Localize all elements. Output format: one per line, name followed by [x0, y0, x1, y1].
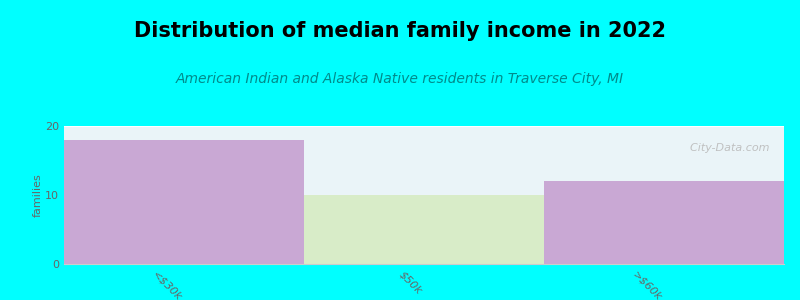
Bar [544, 181, 784, 264]
Bar [304, 195, 544, 264]
Y-axis label: families: families [32, 173, 42, 217]
Text: Distribution of median family income in 2022: Distribution of median family income in … [134, 21, 666, 41]
Text: American Indian and Alaska Native residents in Traverse City, MI: American Indian and Alaska Native reside… [176, 72, 624, 86]
Text: City-Data.com: City-Data.com [683, 142, 770, 153]
Bar [64, 140, 304, 264]
